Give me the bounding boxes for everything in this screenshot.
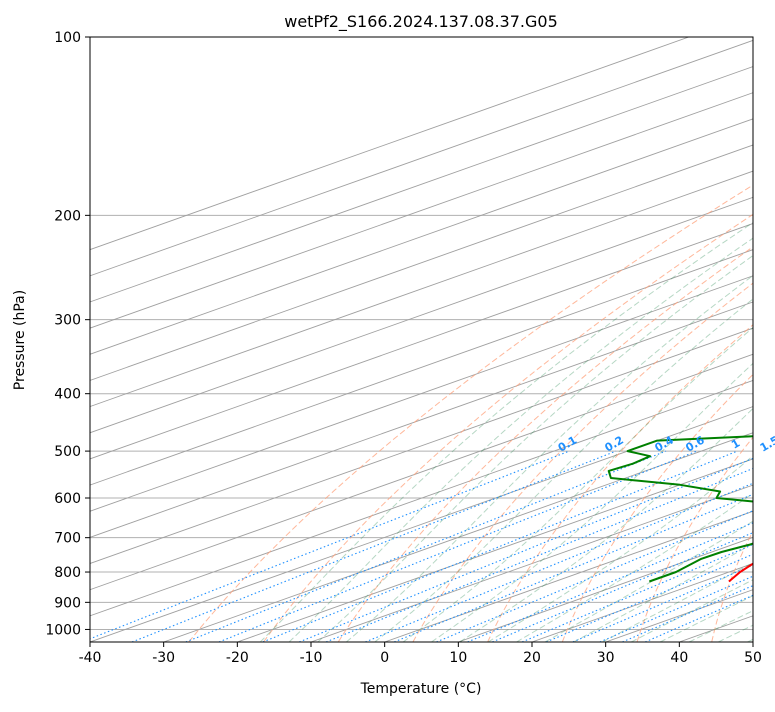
y-tick-label: 300 <box>54 313 81 329</box>
y-tick-label: 900 <box>54 595 81 611</box>
x-tick-label: -10 <box>300 650 323 666</box>
y-tick-label: 500 <box>54 444 81 460</box>
y-tick-label: 800 <box>54 565 81 581</box>
y-axis-label: Pressure (hPa) <box>12 290 28 390</box>
x-tick-label: 30 <box>597 650 615 666</box>
chart-title: wetPf2_S166.2024.137.08.37.G05 <box>284 12 558 32</box>
y-tick-label: 200 <box>54 208 81 224</box>
y-tick-label: 600 <box>54 491 81 507</box>
y-tick-label: 700 <box>54 531 81 547</box>
y-tick-label: 100 <box>54 30 81 46</box>
x-tick-label: 10 <box>449 650 467 666</box>
y-tick-label: 400 <box>54 387 81 403</box>
x-tick-label: -30 <box>152 650 175 666</box>
y-tick-label: 1000 <box>45 622 81 638</box>
x-tick-label: 20 <box>523 650 541 666</box>
x-tick-label: -40 <box>79 650 102 666</box>
x-tick-label: -20 <box>226 650 249 666</box>
x-tick-label: 0 <box>380 650 389 666</box>
x-tick-label: 50 <box>744 650 762 666</box>
x-tick-label: 40 <box>670 650 688 666</box>
x-axis-label: Temperature (°C) <box>360 681 482 697</box>
